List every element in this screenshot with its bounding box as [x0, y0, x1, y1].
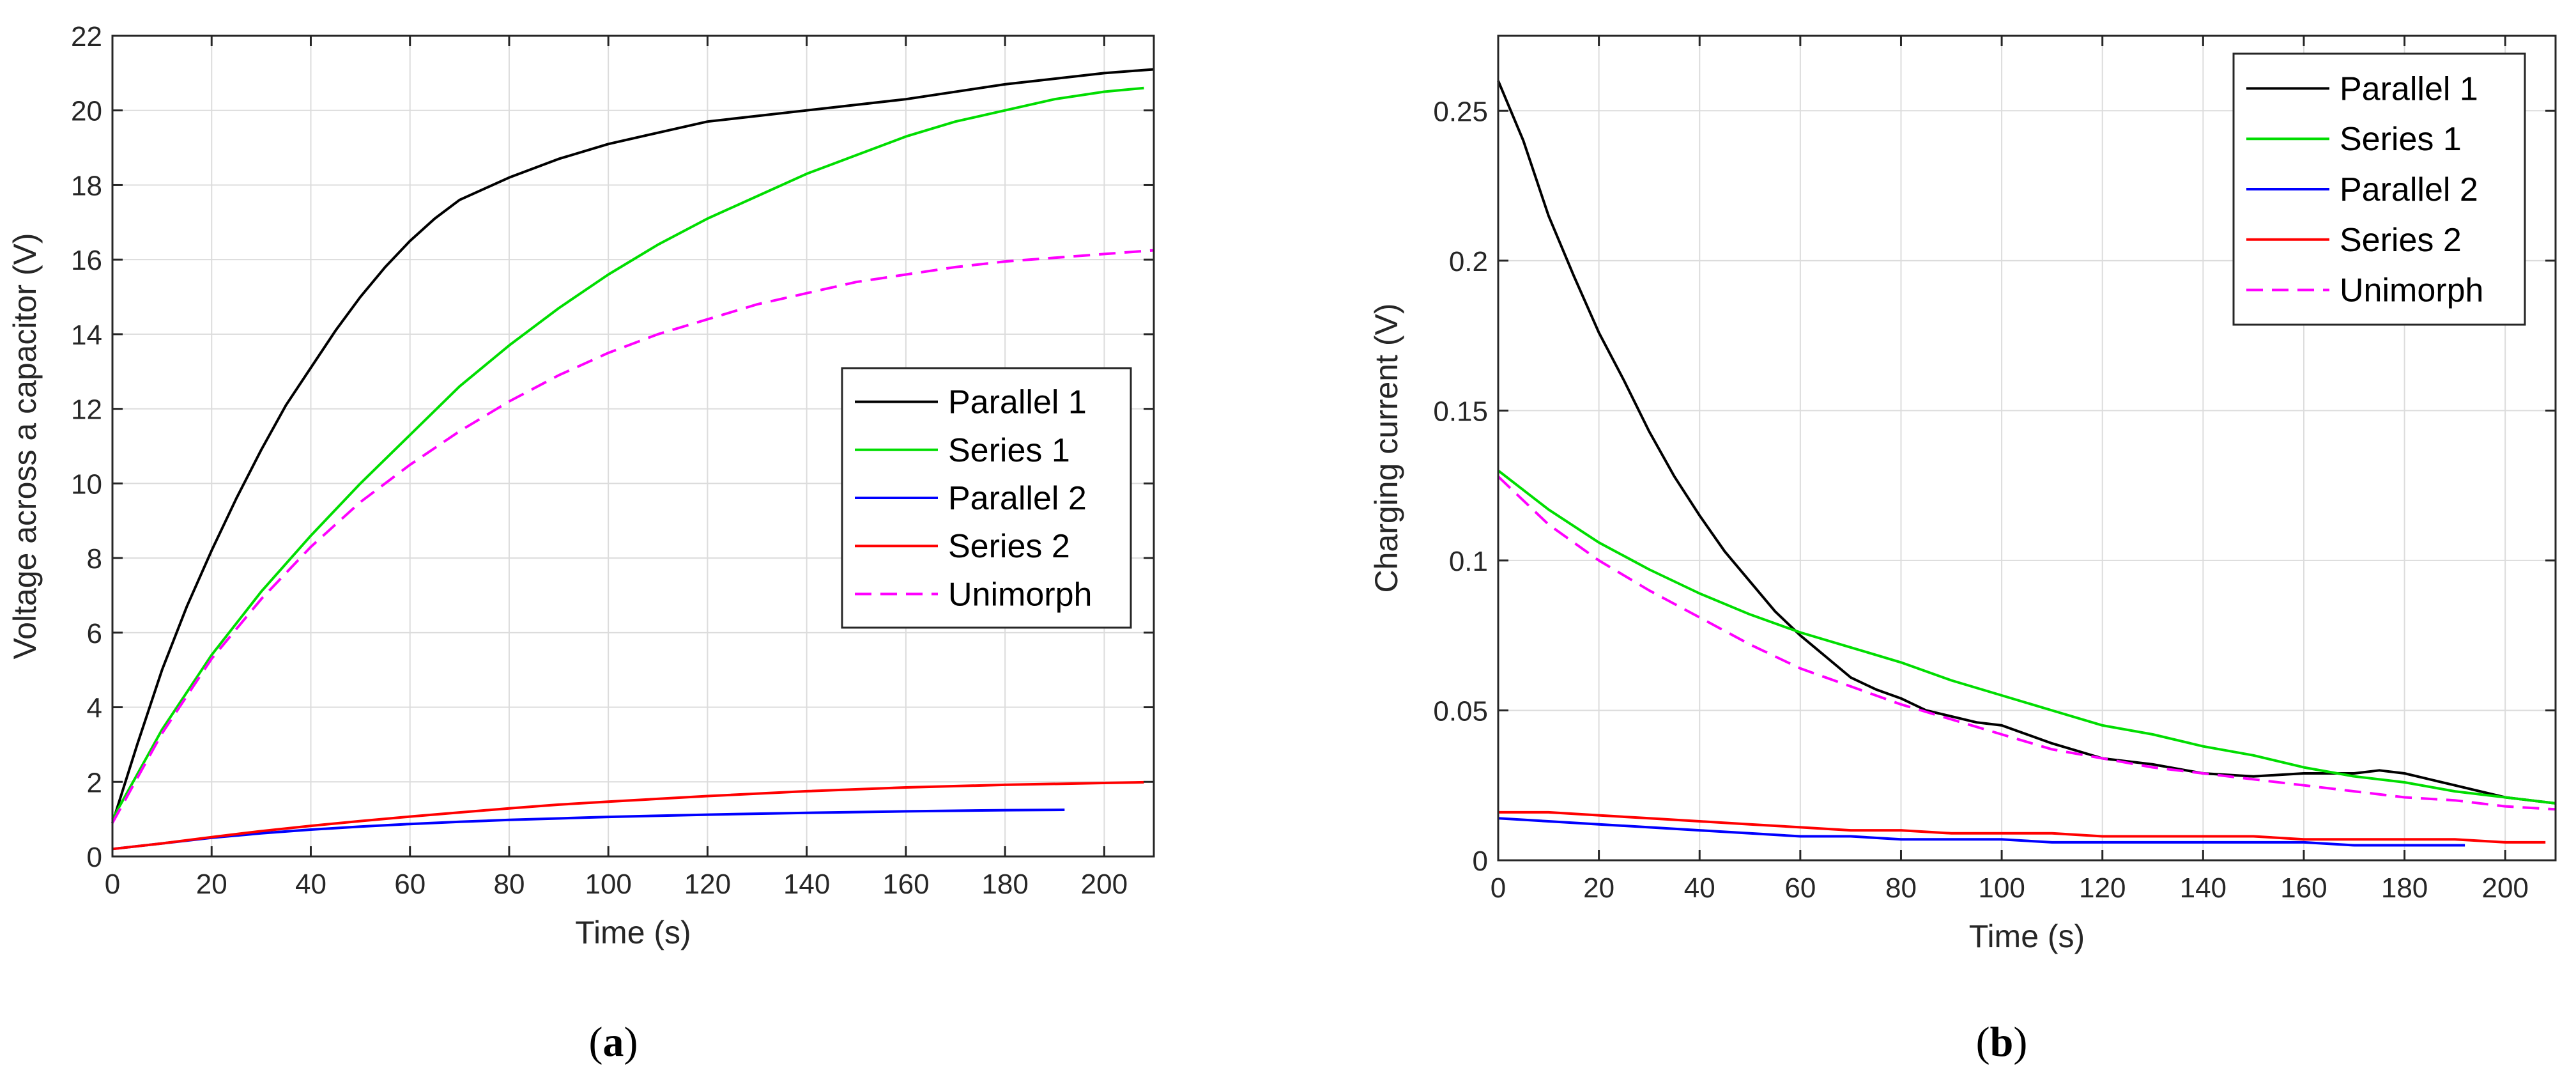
y-tick-label: 16 [71, 245, 102, 276]
panel-label: (b) [1976, 1019, 2028, 1065]
panel-label-close: ) [2013, 1019, 2027, 1065]
y-tick-label: 8 [87, 543, 102, 575]
y-tick-label: 14 [71, 320, 102, 351]
x-tick-label: 200 [1081, 869, 1128, 900]
series-line-parallel-2 [112, 809, 1065, 851]
y-tick-label: 18 [71, 170, 102, 201]
legend-label-parallel-1: Parallel 1 [2340, 70, 2478, 107]
y-tick-label: 20 [71, 96, 102, 127]
x-tick-label: 140 [2180, 872, 2227, 904]
x-tick-label: 160 [2280, 872, 2327, 904]
panel-label-close: ) [624, 1019, 638, 1065]
x-tick-label: 20 [1583, 872, 1614, 904]
series-line-series-2 [1498, 810, 2546, 844]
y-axis-label: Charging current (V) [1368, 304, 1404, 593]
y-tick-label: 6 [87, 618, 102, 649]
y-tick-label: 12 [71, 394, 102, 426]
panel-a-voltage-chart: 0 20 40 60 80 100 120 140 160 180 200 0 2 4 6 8 10 12 14 16… [7, 21, 1155, 1065]
legend-label-series-1: Series 1 [948, 432, 1070, 469]
legend-label-unimorph: Unimorph [948, 576, 1092, 613]
series-line-unimorph [1497, 476, 2556, 811]
axes-box [1497, 35, 2557, 862]
y-tick-label: 0 [87, 842, 102, 873]
series-line-parallel-1 [111, 68, 1154, 824]
legend-label-series-1: Series 1 [2340, 121, 2462, 158]
legend: Parallel 1 Series 1 Parallel 2 Series 2 Unim… [841, 367, 1132, 629]
series-line-series-2 [112, 780, 1144, 851]
x-tick-label: 120 [2079, 872, 2126, 904]
x-tick-label: 80 [493, 869, 525, 900]
y-tick-label: 0 [1473, 846, 1488, 877]
y-tick-label: 10 [71, 468, 102, 500]
x-tick-label: 180 [981, 869, 1028, 900]
x-tick-label: 60 [394, 869, 425, 900]
panel-label: (a) [589, 1019, 638, 1065]
x-tick-label: 100 [1978, 872, 2025, 904]
x-tick-label: 0 [1491, 872, 1506, 904]
legend-label-series-2: Series 2 [948, 528, 1070, 565]
x-tick-label: 80 [1885, 872, 1917, 904]
legend-label-parallel-1: Parallel 1 [948, 384, 1087, 421]
panel-label-letter: a [603, 1019, 624, 1065]
x-tick-label: 40 [1684, 872, 1715, 904]
x-tick-label: 20 [196, 869, 227, 900]
x-tick-label: 200 [2481, 872, 2528, 904]
panel-label-open: ( [589, 1019, 603, 1065]
axes-box [111, 35, 1155, 858]
x-tick-label: 160 [882, 869, 929, 900]
x-tick-label: 100 [585, 869, 631, 900]
y-axis-label: Voltage across a capacitor (V) [7, 233, 43, 660]
x-tick-label: 140 [783, 869, 830, 900]
y-tick-label: 0.05 [1433, 695, 1488, 727]
series-line-series-1 [111, 86, 1144, 820]
series-line-parallel-2 [1498, 817, 2465, 847]
y-tick-label: 0.1 [1449, 546, 1488, 577]
y-tick-label: 0.2 [1449, 246, 1488, 277]
y-tick-label: 22 [71, 21, 102, 52]
x-tick-label: 120 [684, 869, 731, 900]
x-tick-label: 60 [1784, 872, 1816, 904]
panel-b-current-chart: 0 20 40 60 80 100 120 140 160 180 200 0 0.05 0.1 0.15 0… [1368, 35, 2557, 1065]
y-tick-label: 2 [87, 767, 102, 798]
x-tick-label: 0 [105, 869, 120, 900]
y-tick-label: 0.15 [1433, 396, 1488, 427]
series-line-series-1 [1497, 469, 2556, 805]
legend-label-series-2: Series 2 [2340, 222, 2462, 259]
x-tick-label: 40 [295, 869, 326, 900]
legend: Parallel 1 Series 1 Parallel 2 Series 2 Unim… [2232, 52, 2526, 326]
panel-label-open: ( [1976, 1019, 1990, 1065]
x-axis-label: Time (s) [575, 915, 691, 950]
y-tick-label: 4 [87, 693, 102, 724]
legend-label-unimorph: Unimorph [2340, 272, 2483, 309]
x-axis-label: Time (s) [1969, 918, 2085, 954]
legend-label-parallel-2: Parallel 2 [948, 480, 1087, 517]
y-tick-label: 0.25 [1433, 96, 1488, 127]
legend-label-parallel-2: Parallel 2 [2340, 171, 2478, 208]
x-tick-label: 180 [2381, 872, 2428, 904]
panel-label-letter: b [1990, 1019, 2014, 1065]
series-line-unimorph [111, 249, 1154, 824]
